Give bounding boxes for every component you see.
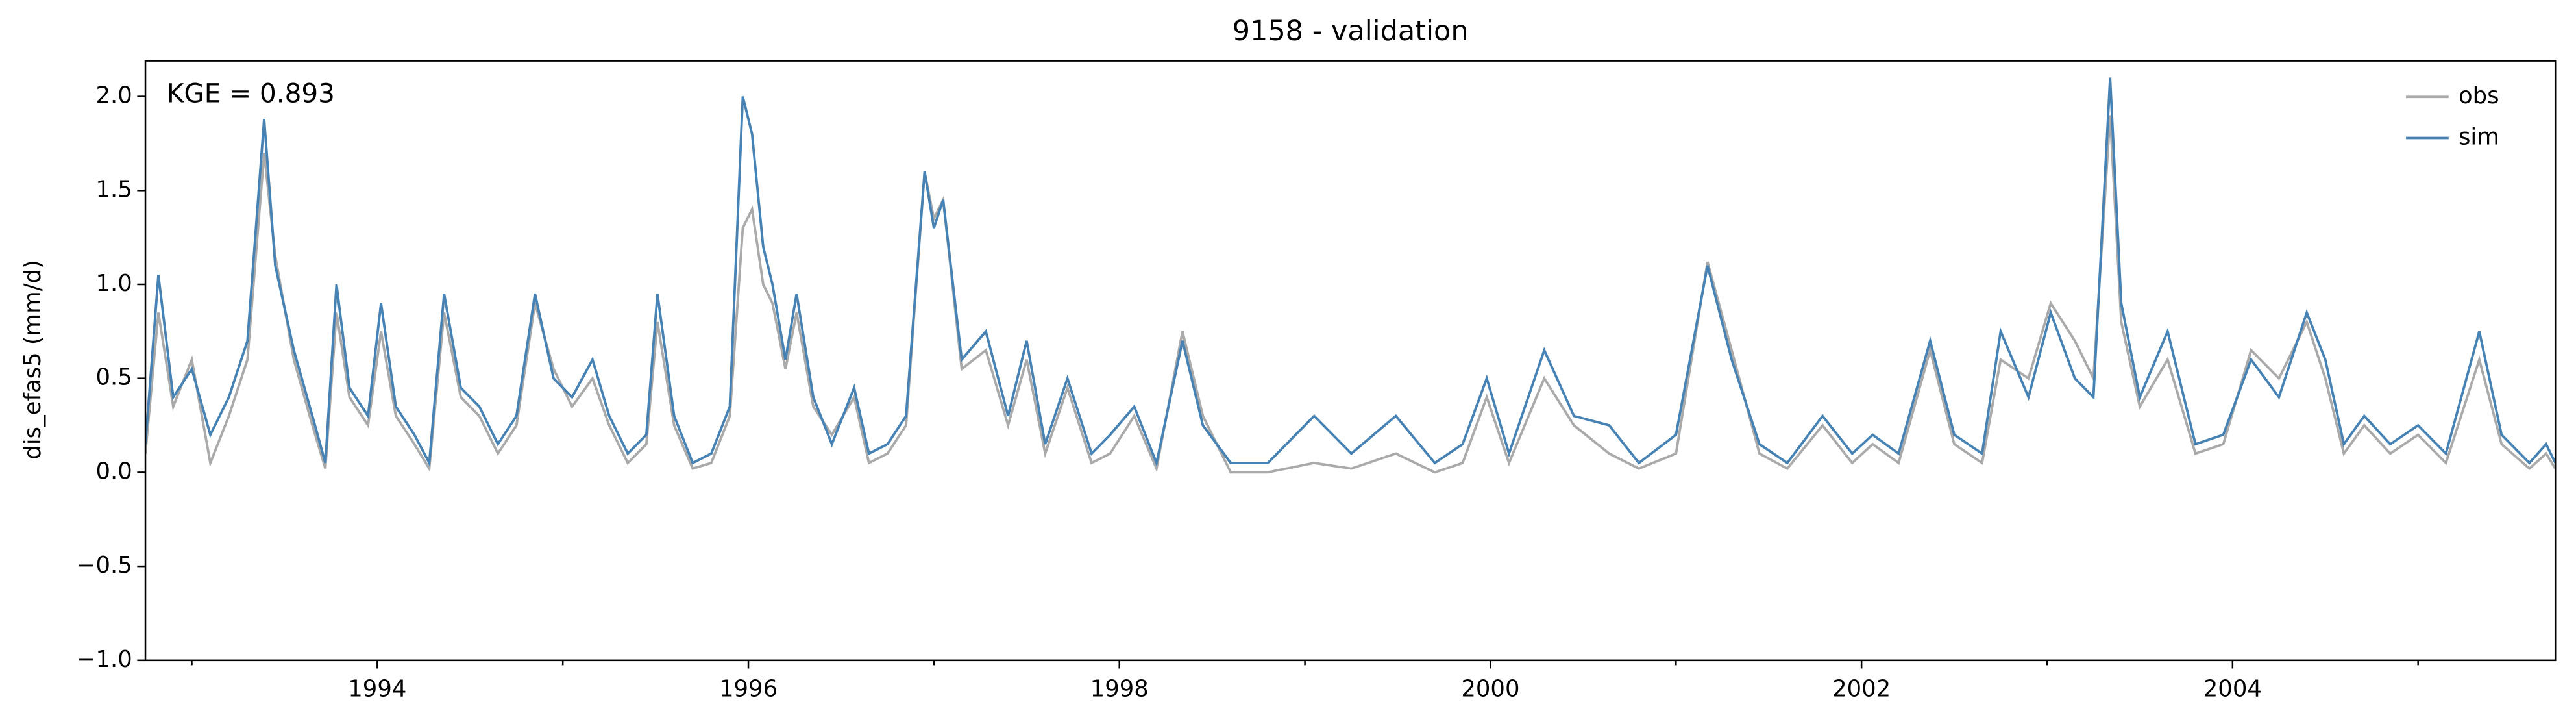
y-tick-label: −0.5: [77, 552, 132, 579]
legend-label: obs: [2459, 82, 2499, 109]
annotation: KGE = 0.893: [167, 78, 335, 109]
y-axis-label: dis_efas5 (mm/d): [19, 260, 46, 460]
line-series: [145, 115, 2556, 474]
x-tick-label: 1996: [719, 675, 778, 702]
x-tick-label: 2002: [1832, 675, 1891, 702]
y-tick-label: 1.5: [95, 176, 132, 203]
plot-frame: [144, 60, 2557, 662]
x-tick-label: 1994: [348, 675, 406, 702]
x-tick-label: 1998: [1090, 675, 1149, 702]
y-tick-label: 2.0: [95, 82, 132, 109]
x-tick-label: 2000: [1461, 675, 1519, 702]
legend-label: sim: [2459, 123, 2499, 150]
y-tick-label: −1.0: [77, 646, 132, 673]
y-tick-label: 0.5: [95, 364, 132, 391]
y-tick-label: 1.0: [95, 270, 132, 297]
y-tick-label: 0.0: [95, 458, 132, 484]
line-series: [145, 77, 2556, 468]
x-tick-label: 2004: [2203, 675, 2262, 702]
chart-title: 9158 - validation: [1233, 15, 1469, 47]
